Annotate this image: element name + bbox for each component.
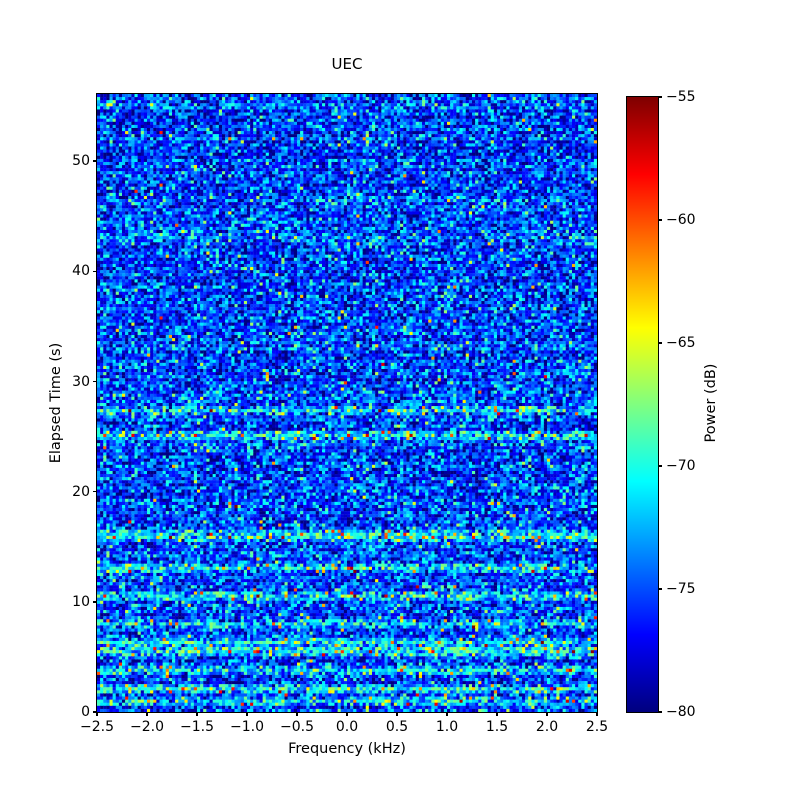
colorbar-tick [658, 588, 662, 590]
colorbar-tick-label: −70 [666, 458, 696, 474]
x-tick-label: 1.5 [485, 719, 509, 735]
colorbar-tick-label: −60 [666, 212, 696, 228]
x-axis-label: Frequency (kHz) [288, 741, 406, 757]
x-tick [496, 712, 498, 716]
y-tick-label: 10 [72, 593, 90, 610]
colorbar-label: Power (dB) [703, 363, 719, 443]
y-tick [93, 380, 97, 383]
x-tick-label: 0.5 [385, 719, 409, 735]
x-tick [596, 712, 598, 716]
y-tick [93, 490, 97, 493]
colorbar-tick [658, 342, 662, 344]
x-tick [446, 712, 448, 716]
y-axis-label: Elapsed Time (s) [48, 342, 64, 464]
plot-title: UEC [331, 55, 363, 73]
x-tick-label: −1.0 [230, 719, 264, 735]
y-tick-label: 20 [72, 483, 90, 500]
x-tick [546, 712, 548, 716]
x-tick [146, 712, 148, 716]
y-tick [93, 711, 97, 713]
colorbar-tick [658, 465, 662, 467]
colorbar-tick-label: −80 [666, 704, 696, 720]
colorbar-tick [658, 96, 662, 98]
x-tick-label: −0.5 [280, 719, 314, 735]
colorbar-tick-label: −65 [666, 335, 696, 351]
y-tick-label: 50 [72, 153, 90, 170]
x-tick [396, 712, 398, 716]
x-tick [196, 712, 198, 716]
x-tick-label: −2.5 [80, 719, 114, 735]
y-tick [93, 160, 97, 162]
y-tick-label: 30 [72, 373, 90, 390]
colorbar-tick-label: −75 [666, 581, 696, 597]
x-tick-label: 2.5 [585, 719, 609, 735]
colorbar-tick [658, 711, 662, 713]
y-tick [93, 270, 97, 273]
y-tick-label: 0 [81, 704, 90, 720]
x-tick-label: −2.0 [130, 719, 164, 735]
x-tick [346, 712, 348, 716]
colorbar-tick-label: −55 [666, 89, 696, 105]
x-tick [96, 712, 98, 716]
colorbar-tick [658, 219, 662, 221]
x-tick-label: −1.5 [180, 719, 214, 735]
x-tick [246, 712, 248, 716]
y-tick-label: 40 [72, 263, 90, 280]
x-tick-label: 2.0 [535, 719, 559, 735]
x-tick [296, 712, 298, 716]
y-tick [93, 601, 97, 603]
colorbar-gradient [627, 97, 658, 712]
spectrogram-heatmap [97, 94, 597, 712]
x-tick-label: 1.0 [435, 719, 459, 735]
x-tick-label: 0.0 [335, 719, 359, 735]
